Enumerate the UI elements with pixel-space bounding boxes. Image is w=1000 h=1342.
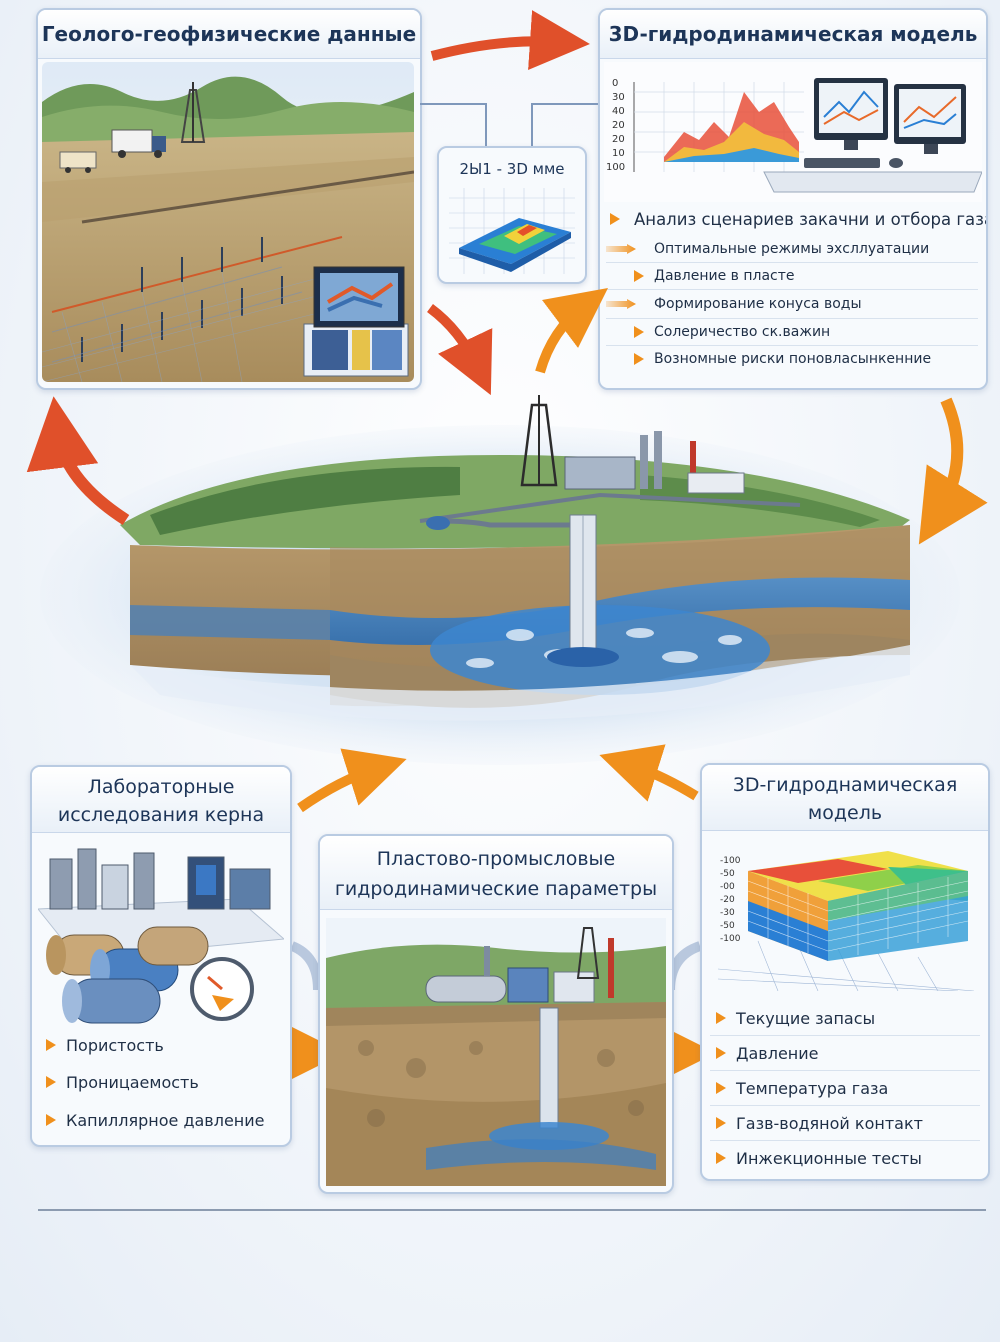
list-item-label: Солеричество ск.важин: [654, 324, 831, 340]
hydro-model-top-card: 3D-гидродинамическая модель 0 30 40 20 20 10 1…: [598, 8, 988, 390]
chart-tick-label: 10: [612, 148, 625, 159]
field-params-title-line2: гидродинамические параметры: [334, 878, 658, 900]
list-item: Инжекционные тесты: [710, 1141, 980, 1175]
scenario-bullet-icon: [610, 213, 620, 225]
hydro-model-bottom-card: 3D-гидроднамическая модель -100 -5: [700, 763, 990, 1181]
field-facility-illustration: [326, 918, 666, 1186]
model-axis-label: -50: [720, 869, 735, 879]
list-item-label: Давление: [736, 1043, 819, 1063]
lab-core-card: Лабораторные исследования керна: [30, 765, 292, 1147]
list-item-label: Капиллярное давление: [66, 1110, 265, 1130]
lab-core-title-line2: исследования керна: [57, 804, 265, 826]
triangle-bullet-icon: [634, 353, 644, 365]
model-axis-label: -00: [720, 882, 735, 892]
arrow-lab-to-center: [297, 748, 407, 813]
triangle-bullet-icon: [634, 326, 644, 338]
mini-3d-title: 2Ы1 - 3D мме: [459, 160, 565, 178]
scenario-analysis-heading: Анализ сценариев закачни и отбора газа: [610, 206, 986, 232]
triangle-bullet-icon: [716, 1152, 726, 1164]
triangle-bullet-icon: [716, 1117, 726, 1129]
triangle-bullet-icon: [46, 1039, 56, 1051]
lab-core-list: Пористость Проницаемость Капиллярное дав…: [40, 1027, 280, 1139]
model-bottom-list: Текущие запасы Давление Температура газа…: [710, 1001, 980, 1175]
geo-data-card: Геолого-геофизические данные: [36, 8, 422, 390]
list-item-label: Проницаемость: [66, 1072, 199, 1092]
list-item-label: Инжекционные тесты: [736, 1148, 922, 1168]
scenario-analysis-text: Анализ сценариев закачни и отбора газа: [634, 209, 988, 229]
chart-tick-label: 20: [612, 120, 625, 131]
reservoir-cross-section-illustration: [40, 395, 960, 765]
list-item-label: Оптимальные режимы эхсллуатации: [654, 241, 930, 257]
chart-tick-label: 40: [612, 106, 625, 117]
chart-tick-label: 0: [612, 78, 618, 89]
list-item-label: Газв-водяной контакт: [736, 1113, 923, 1133]
list-item-label: Возномные риски поновласынкенние: [654, 351, 932, 367]
field-params-title: Пластово-промысловые гидродинамические п…: [320, 836, 672, 910]
triangle-bullet-icon: [46, 1114, 56, 1126]
list-item: Пористость: [40, 1027, 280, 1063]
list-item-label: Температура газа: [736, 1078, 889, 1098]
arrow-center-to-model: [535, 287, 608, 374]
arrow-right-loop: [918, 397, 988, 545]
model-monitors-illustration: 0 30 40 20 20 10 100: [604, 62, 982, 202]
triangle-bullet-icon: [46, 1076, 56, 1088]
hydro-model-bottom-title-line2: модель: [807, 802, 883, 824]
hydro-model-top-title: 3D-гидродинамическая модель: [600, 10, 986, 59]
list-item: Формирование конуса воды: [606, 290, 978, 319]
model-3d-grid-illustration: -100 -50 -00 -20 -30 -50 -100: [718, 841, 974, 991]
arrow-bullet-icon: [606, 299, 636, 309]
footer-divider: [38, 1209, 986, 1211]
arrow-bullet-icon: [606, 244, 636, 254]
list-item: Оптимальные режимы эхсллуатации: [606, 236, 978, 263]
list-item-label: Давление в пласте: [654, 268, 795, 284]
chart-tick-label: 20: [612, 134, 625, 145]
arrow-model-to-center: [599, 744, 699, 802]
field-params-title-line1: Пластово-промысловые: [376, 848, 616, 870]
hydro-model-bottom-title-line1: 3D-гидроднамическая: [732, 774, 958, 796]
connector-lines: [420, 103, 598, 146]
arrow-left-loop: [26, 396, 130, 526]
arrow-geo-to-model: [430, 10, 590, 70]
triangle-bullet-icon: [716, 1047, 726, 1059]
list-item-label: Формирование конуса воды: [654, 296, 862, 312]
list-item-label: Пористость: [66, 1035, 164, 1055]
model-axis-label: -30: [720, 908, 735, 918]
triangle-bullet-icon: [634, 270, 644, 282]
model-axis-label: -50: [720, 921, 735, 931]
arrow-geo-to-center: [426, 303, 493, 396]
chart-tick-label: 100: [606, 162, 625, 173]
model-axis-label: -100: [720, 856, 741, 866]
model-axis-label: -100: [720, 934, 741, 944]
chart-tick-label: 30: [612, 92, 625, 103]
hydro-model-bottom-title: 3D-гидроднамическая модель: [702, 765, 988, 831]
lab-core-title: Лабораторные исследования керна: [32, 767, 290, 833]
list-item: Газв-водяной контакт: [710, 1106, 980, 1141]
lab-core-title-line1: Лабораторные: [87, 776, 235, 798]
field-params-card: Пластово-промысловые гидродинамические п…: [318, 834, 674, 1194]
geo-data-title: Геолого-геофизические данные: [38, 10, 420, 59]
mini-3d-model-illustration: [449, 188, 575, 274]
list-item: Возномные риски поновласынкенние: [606, 346, 978, 372]
seismic-survey-illustration: [42, 62, 414, 382]
model-top-list: Оптимальные режимы эхсллуатации Давление…: [606, 236, 978, 372]
triangle-bullet-icon: [716, 1082, 726, 1094]
list-item: Текущие запасы: [710, 1001, 980, 1036]
model-axis-label: -20: [720, 895, 735, 905]
list-item: Давление: [710, 1036, 980, 1071]
list-item: Проницаемость: [40, 1063, 280, 1101]
lab-equipment-illustration: [38, 839, 284, 1039]
list-item: Температура газа: [710, 1071, 980, 1106]
list-item: Солеричество ск.важин: [606, 319, 978, 346]
list-item-label: Текущие запасы: [736, 1008, 876, 1028]
mini-3d-card: 2Ы1 - 3D мме: [437, 146, 587, 284]
triangle-bullet-icon: [716, 1012, 726, 1024]
list-item: Капиллярное давление: [40, 1101, 280, 1139]
list-item: Давление в пласте: [606, 263, 978, 290]
